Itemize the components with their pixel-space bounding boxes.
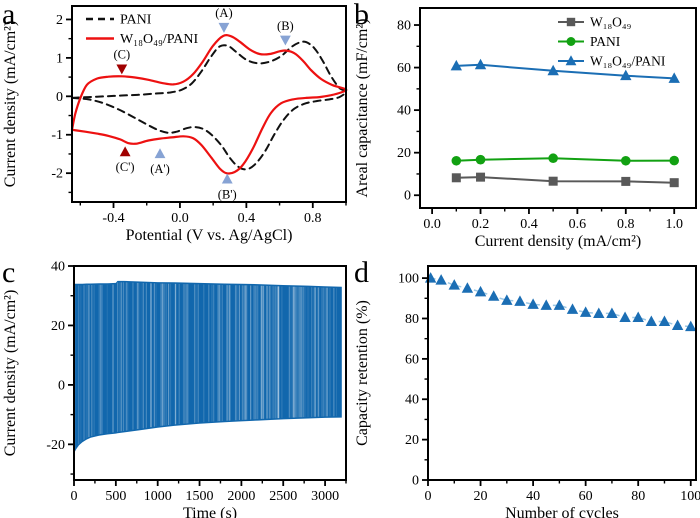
svg-text:0.2: 0.2: [472, 217, 490, 232]
svg-text:(C): (C): [113, 48, 130, 62]
svg-text:Time (s): Time (s): [183, 505, 237, 518]
svg-text:20: 20: [51, 319, 65, 334]
panel-a: a (A) (B) (C) (C') (A') (B') -0.4 0.0 0.4 0.8 -2 -1…: [0, 0, 352, 258]
svg-text:60: 60: [397, 61, 411, 76]
svg-text:0: 0: [404, 189, 411, 204]
chart-c: 0 500 1000 1500 2000 2500 3000 -20 0 20 40 Time (s)…: [2, 260, 347, 518]
svg-text:40: 40: [397, 104, 411, 119]
chart-d: 0 20 40 60 80 100 0 20 40 60 80 100 Number of cycles…: [354, 265, 700, 518]
svg-text:1000: 1000: [144, 489, 172, 504]
chart-a: (A) (B) (C) (C') (A') (B') -0.4 0.0 0.4 0.8 -2 -1 0 1…: [2, 5, 348, 244]
svg-text:Current density (mA/cm²): Current density (mA/cm²): [2, 290, 19, 457]
svg-text:0: 0: [56, 90, 63, 105]
svg-text:Current density (mA/cm²): Current density (mA/cm²): [2, 21, 19, 188]
svg-text:(A): (A): [215, 6, 232, 20]
svg-text:Potential (V vs. Ag/AgCl): Potential (V vs. Ag/AgCl): [126, 227, 293, 244]
svg-text:60: 60: [405, 352, 419, 367]
svg-text:60: 60: [579, 489, 593, 504]
svg-text:-20: -20: [46, 438, 65, 453]
svg-text:3000: 3000: [311, 489, 339, 504]
svg-text:0: 0: [412, 474, 419, 489]
svg-text:Capacity retention (%): Capacity retention (%): [354, 300, 371, 446]
svg-text:80: 80: [631, 489, 645, 504]
svg-text:(C'): (C'): [116, 160, 135, 174]
svg-text:-0.4: -0.4: [102, 211, 124, 226]
panel-letter-b: b: [354, 0, 369, 31]
svg-text:Current density (mA/cm²): Current density (mA/cm²): [475, 233, 642, 250]
svg-text:PANI: PANI: [590, 34, 621, 49]
svg-text:W₁₈O₄₉: W₁₈O₄₉: [590, 15, 632, 30]
svg-text:80: 80: [397, 19, 411, 34]
svg-text:0: 0: [58, 378, 65, 393]
svg-text:2500: 2500: [269, 489, 297, 504]
svg-text:100: 100: [398, 272, 419, 287]
chart-b: 0.0 0.2 0.4 0.6 0.8 1.0 0 20 40 60 80 Current densi…: [354, 7, 697, 250]
svg-text:20: 20: [405, 433, 419, 448]
panel-c: c 0 500 1000 1500 2000 2500 3000 -20 0 20 40 Time (…: [0, 256, 352, 518]
svg-text:40: 40: [405, 393, 419, 408]
svg-text:Areal capacitance (mF/cm²): Areal capacitance (mF/cm²): [354, 19, 371, 198]
svg-text:1: 1: [56, 51, 63, 66]
svg-text:0: 0: [425, 489, 432, 504]
svg-text:40: 40: [51, 260, 65, 275]
svg-text:-1: -1: [51, 128, 63, 143]
svg-text:(B'): (B'): [218, 187, 237, 201]
svg-text:-2: -2: [51, 167, 63, 182]
svg-text:0.4: 0.4: [520, 217, 538, 232]
svg-text:W₁₈O₄₉/PANI: W₁₈O₄₉/PANI: [590, 54, 666, 69]
svg-text:1.0: 1.0: [665, 217, 683, 232]
svg-text:2: 2: [56, 13, 63, 28]
svg-text:0.8: 0.8: [617, 217, 635, 232]
svg-text:0.4: 0.4: [238, 211, 256, 226]
svg-text:20: 20: [397, 146, 411, 161]
panel-b: b 0.0 0.2 0.4 0.6 0.8 1.0 0 20 40 60 80 Current den…: [352, 0, 700, 258]
svg-text:Number of cycles: Number of cycles: [505, 505, 619, 518]
svg-text:0.6: 0.6: [569, 217, 587, 232]
svg-text:W₁₈O₄₉/PANI: W₁₈O₄₉/PANI: [120, 32, 198, 47]
svg-text:(B): (B): [277, 19, 294, 33]
svg-text:0.8: 0.8: [304, 211, 322, 226]
svg-text:20: 20: [474, 489, 488, 504]
svg-text:500: 500: [105, 489, 126, 504]
panel-letter-d: d: [354, 256, 369, 289]
svg-text:PANI: PANI: [120, 13, 152, 28]
panel-d: d 0 20 40 60 80 100 0 20 40 60 80 100 Number of cycl…: [352, 256, 700, 518]
svg-text:100: 100: [680, 489, 700, 504]
svg-text:0.0: 0.0: [171, 211, 189, 226]
panel-letter-a: a: [2, 0, 16, 31]
svg-text:80: 80: [405, 312, 419, 327]
panel-letter-c: c: [2, 256, 16, 289]
svg-text:40: 40: [526, 489, 540, 504]
svg-text:0.0: 0.0: [423, 217, 441, 232]
svg-text:0: 0: [71, 489, 78, 504]
svg-text:1500: 1500: [186, 489, 214, 504]
svg-text:(A'): (A'): [150, 162, 170, 176]
svg-text:2000: 2000: [227, 489, 255, 504]
